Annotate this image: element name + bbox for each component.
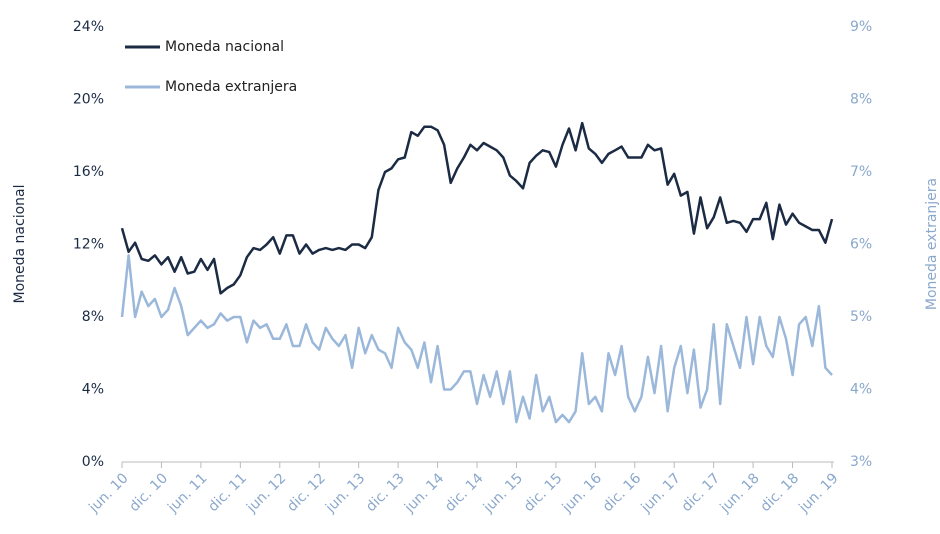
x-tick-label: jun. 17 (638, 470, 684, 516)
y2-tick-label: 8% (850, 92, 872, 108)
y-tick-label: 16% (73, 164, 104, 180)
x-tick-label: dic. 14 (442, 470, 487, 515)
legend-label: Moneda extranjera (165, 79, 297, 95)
x-tick-label: dic. 10 (126, 470, 171, 515)
y2-tick-label: 9% (850, 19, 872, 35)
x-tick-label: dic. 13 (363, 470, 408, 515)
y2-tick-label: 3% (850, 454, 872, 470)
y-axis-label: Moneda nacional (12, 185, 28, 304)
y-tick-label: 24% (73, 19, 104, 35)
y2-tick-label: 6% (850, 237, 872, 253)
y-tick-label: 8% (82, 309, 104, 325)
x-tick-label: dic. 18 (758, 470, 803, 515)
x-tick-label: jun. 19 (795, 470, 841, 516)
x-tick-label: jun. 10 (85, 470, 131, 516)
legend-label: Moneda nacional (165, 39, 284, 55)
series-line (120, 121, 834, 295)
x-tick-label: jun. 12 (243, 470, 289, 516)
y-tick-label: 0% (82, 454, 104, 470)
x-tick-label: dic. 15 (521, 470, 566, 515)
x-tick-label: dic. 17 (679, 470, 724, 515)
y-tick-label: 4% (82, 382, 104, 398)
x-tick-label: jun. 18 (717, 470, 763, 516)
x-tick-label: dic. 16 (600, 470, 645, 515)
y2-tick-label: 4% (850, 382, 872, 398)
y2-tick-label: 7% (850, 164, 872, 180)
y2-tick-label: 5% (850, 309, 872, 325)
y2-axis-label: Moneda extranjera (924, 178, 940, 310)
x-tick-label: jun. 14 (401, 470, 447, 516)
x-tick-label: jun. 11 (164, 470, 210, 516)
x-tick-label: jun. 15 (480, 470, 526, 516)
y-tick-label: 20% (73, 92, 104, 108)
series-line (120, 254, 833, 424)
x-tick-label: jun. 13 (322, 470, 368, 516)
x-tick-label: jun. 16 (559, 470, 605, 516)
x-tick-label: dic. 11 (205, 470, 250, 515)
y-tick-label: 12% (73, 237, 104, 253)
x-tick-label: dic. 12 (284, 470, 329, 515)
